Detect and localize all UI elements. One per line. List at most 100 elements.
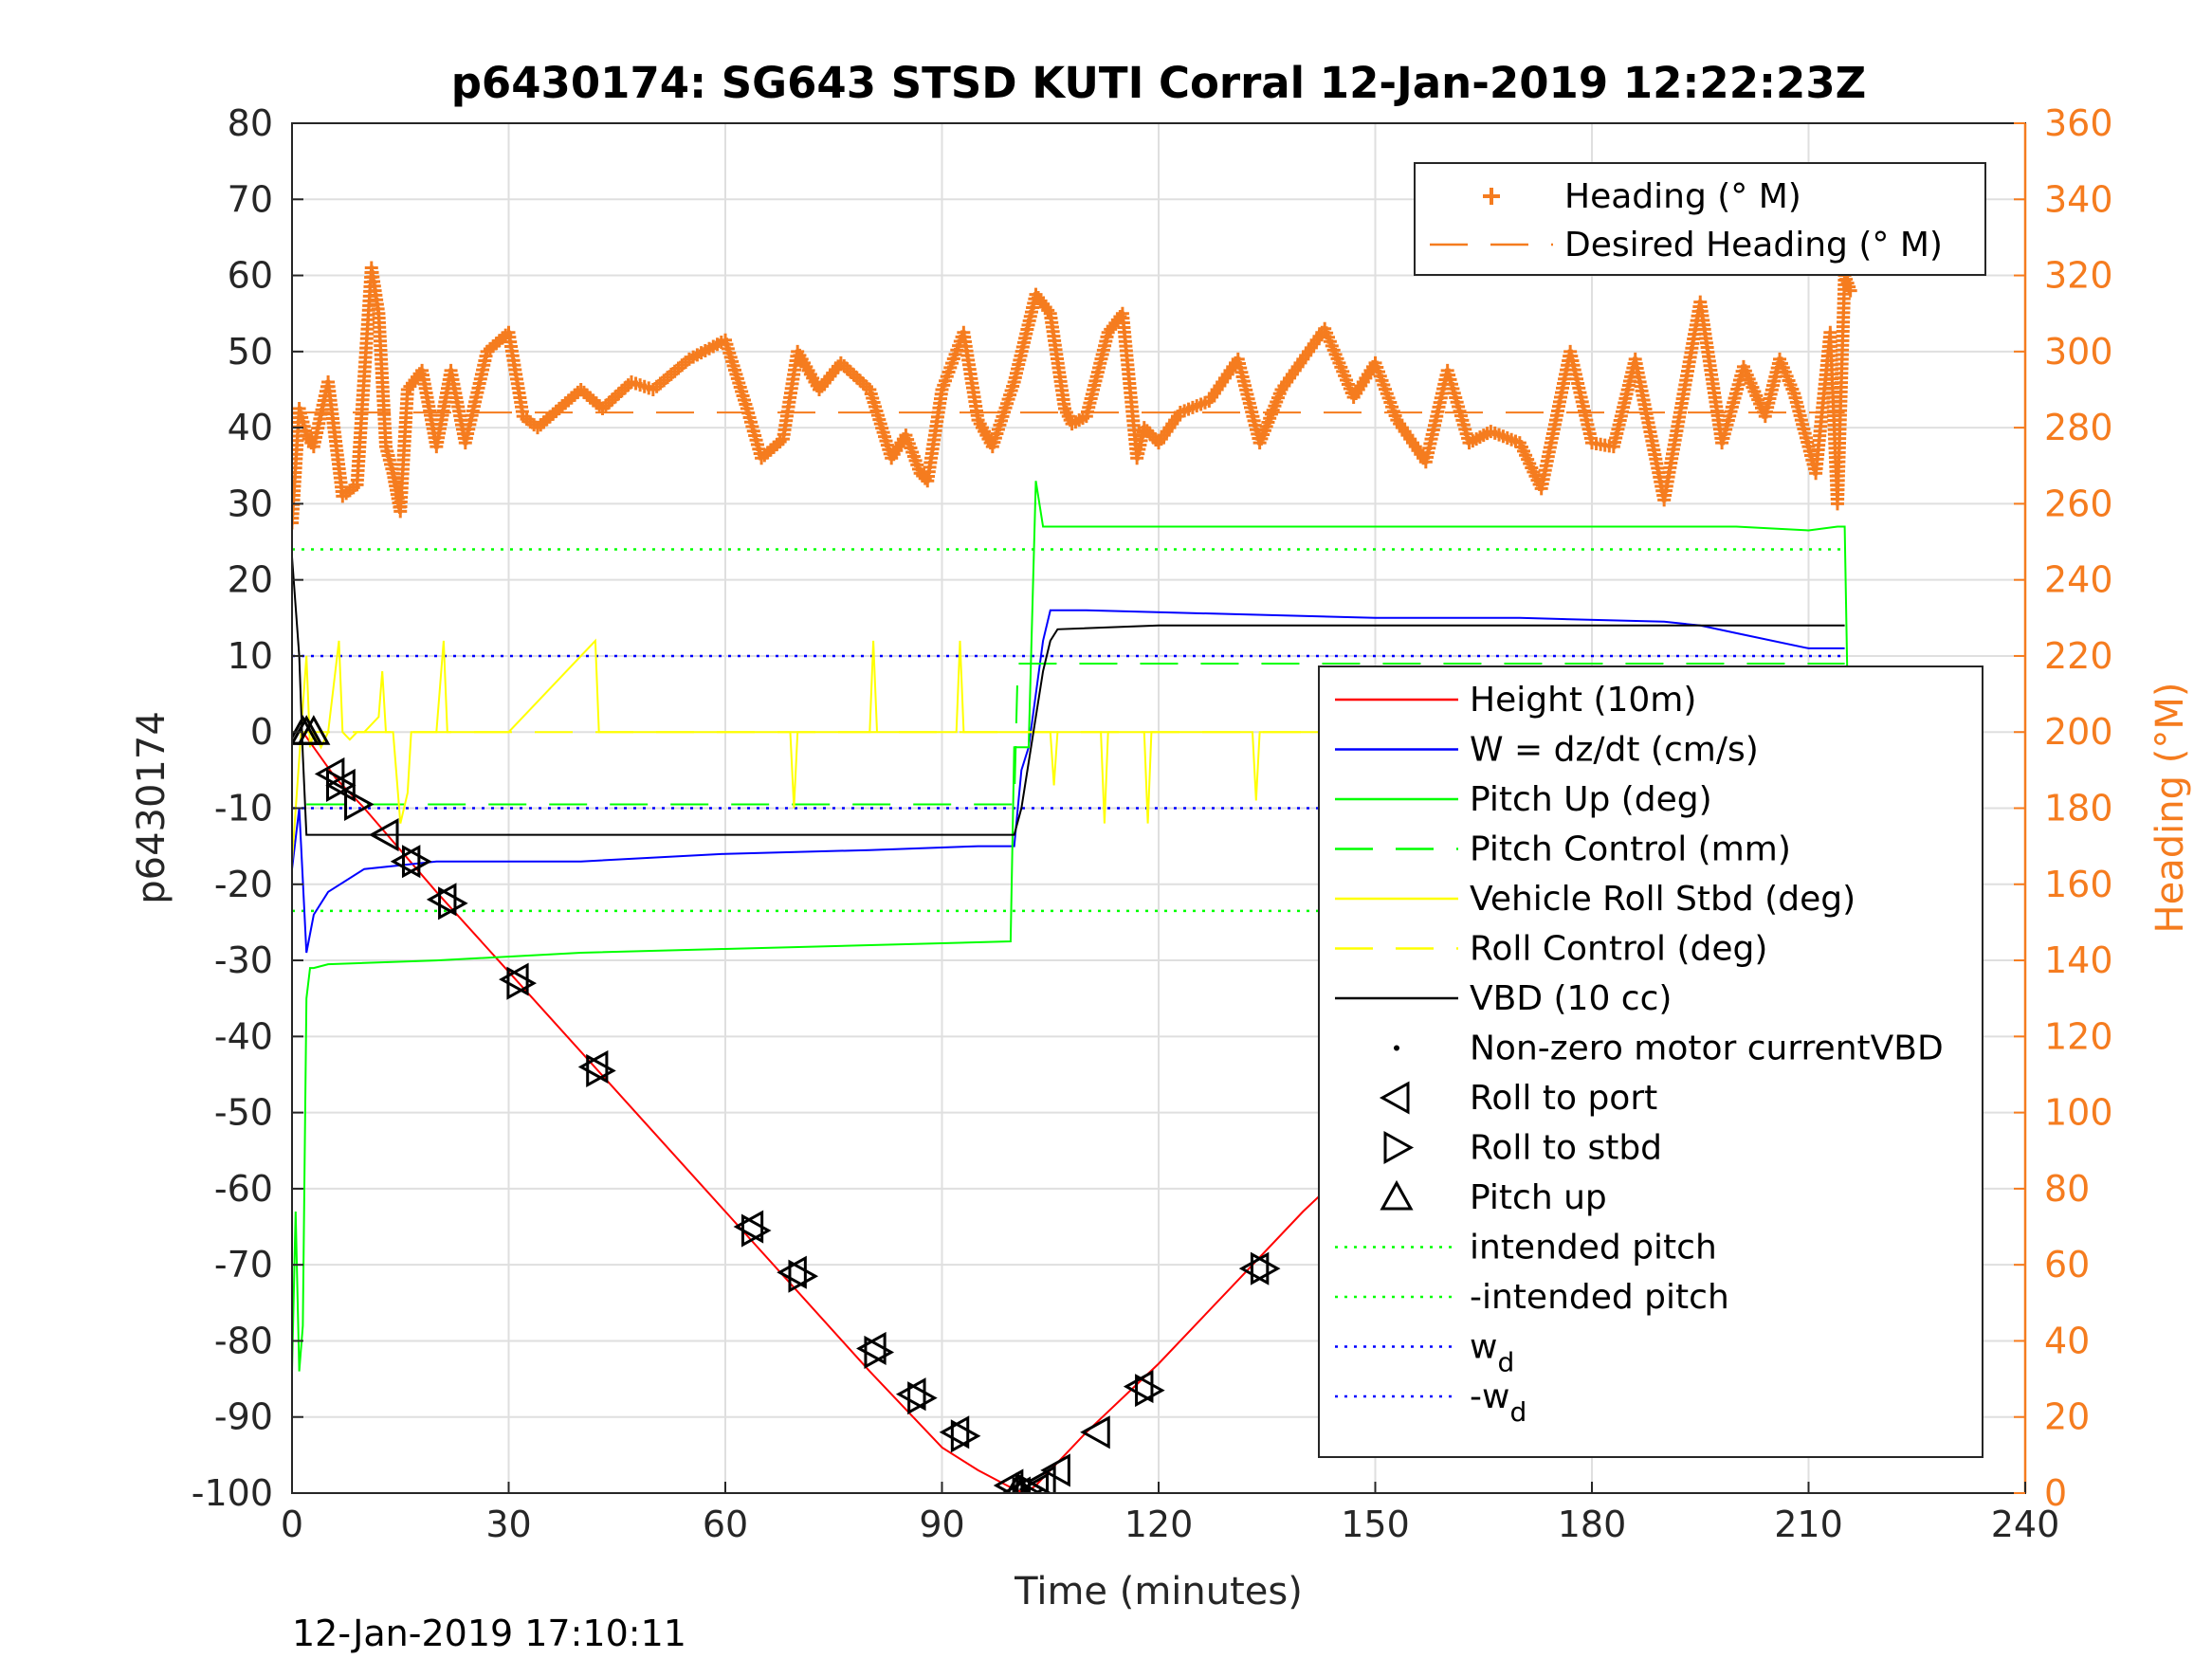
y-right-tick-label: 360 (2044, 102, 2113, 144)
y-right-tick-label: 300 (2044, 331, 2113, 373)
marker-left (895, 1377, 926, 1412)
series-pitch-up-deg (292, 481, 1850, 1372)
y-right-tick-label: 100 (2044, 1092, 2113, 1134)
marker-up (297, 715, 331, 745)
series-heading-markers (292, 261, 1857, 530)
legend-upper: Heading (° M) Desired Heading (° M) (1414, 162, 1986, 276)
legend-label: -wd (1470, 1377, 1526, 1428)
y-tick-label: 80 (228, 102, 273, 144)
y-tick-label: 70 (228, 178, 273, 220)
series-layer (292, 261, 1857, 1493)
y-right-tick-label: 160 (2044, 864, 2113, 905)
x-tick-label: 210 (1774, 1504, 1843, 1545)
y-right-tick-label: 220 (2044, 635, 2113, 677)
marker-left (1018, 1472, 1050, 1493)
legend-label: Pitch up (1470, 1178, 1607, 1217)
x-tick-label: 90 (919, 1504, 964, 1545)
legend-swatch (1394, 1045, 1399, 1051)
legend-label: Non-zero motor currentVBD (1470, 1030, 1944, 1068)
x-tick-label: 60 (703, 1504, 748, 1545)
x-tick-label: 0 (281, 1504, 303, 1545)
marker-left (939, 1415, 970, 1449)
y-tick-label: 0 (250, 711, 273, 753)
marker-left (1123, 1370, 1154, 1404)
y-tick-label: 10 (228, 635, 273, 677)
legend-label: Heading (° M) (1564, 177, 1801, 216)
x-axis-label: Time (minutes) (1014, 1570, 1303, 1613)
legend-label: intended pitch (1470, 1229, 1717, 1267)
y-tick-label: -50 (214, 1092, 273, 1134)
y-right-tick-label: 260 (2044, 483, 2113, 524)
marker-right (401, 845, 432, 879)
heading-point (1843, 283, 1857, 298)
series-w-dz-dt-cm-s (292, 609, 1845, 954)
chart-title: p6430174: SG643 STSD KUTI Corral 12-Jan-… (451, 58, 1867, 108)
legend-label: Roll to port (1470, 1079, 1657, 1118)
y-tick-label: -30 (214, 939, 273, 981)
marker-left (1238, 1251, 1270, 1285)
legend-label: VBD (10 cc) (1470, 979, 1672, 1018)
series-vbd-10-cc (292, 556, 1845, 836)
y-tick-label: 50 (228, 331, 273, 373)
marker-left (368, 818, 399, 852)
marker-right (1015, 1472, 1046, 1493)
x-tick-label: 180 (1558, 1504, 1627, 1545)
y-right-tick-label: 40 (2044, 1320, 2090, 1361)
legend-label: Roll to stbd (1470, 1129, 1662, 1168)
marker-right (907, 1381, 938, 1415)
y-right-tick-label: 180 (2044, 788, 2113, 830)
marker-right (506, 966, 538, 1000)
y-right-tick-label: 320 (2044, 255, 2113, 297)
legend-label: Height (10m) (1470, 681, 1696, 720)
marker-right (740, 1213, 772, 1248)
y-right-tick-label: 20 (2044, 1396, 2090, 1438)
marker-left (1040, 1453, 1070, 1487)
marker-left (314, 757, 345, 791)
x-tick-label: 150 (1341, 1504, 1410, 1545)
legend-label: Desired Heading (° M) (1564, 226, 1943, 264)
marker-left (426, 883, 457, 917)
marker-right (326, 768, 356, 802)
marker-left (1080, 1415, 1110, 1449)
marker-right (438, 886, 468, 921)
x-tick-label: 240 (1991, 1504, 2060, 1545)
footer-timestamp: 12-Jan-2019 17:10:11 (292, 1613, 686, 1654)
y-tick-label: -20 (214, 864, 273, 905)
y-tick-label: -100 (192, 1472, 273, 1514)
y-tick-label: 60 (228, 255, 273, 297)
y-right-tick-label: 120 (2044, 1015, 2113, 1057)
marker-right (1250, 1251, 1281, 1285)
x-tick-label: 120 (1124, 1504, 1194, 1545)
legend-label: Pitch Up (deg) (1470, 780, 1712, 819)
y-tick-label: -40 (214, 1015, 273, 1057)
marker-right (950, 1419, 981, 1453)
marker-right (586, 1053, 616, 1088)
y-axis-label: p6430174 (130, 711, 174, 904)
y-tick-label: -60 (214, 1168, 273, 1210)
marker-right (344, 787, 375, 822)
marker-up (1380, 1179, 1414, 1211)
y-tick-label: 30 (228, 483, 273, 524)
y-right-tick-label: 340 (2044, 178, 2113, 220)
y-tick-label: 40 (228, 407, 273, 448)
legend-label: Roll Control (deg) (1470, 930, 1767, 969)
y-tick-label: -70 (214, 1244, 273, 1285)
y-tick-label: -90 (214, 1396, 273, 1438)
marker-right (1383, 1130, 1415, 1165)
y-right-tick-label: 240 (2044, 559, 2113, 601)
legend-label: W = dz/dt (cm/s) (1470, 731, 1759, 770)
y-right-tick-label: 0 (2044, 1472, 2067, 1514)
ticks: 0 30 60 90 120 150 180 210 24080706050403020100-… (192, 102, 2113, 1545)
y-right-tick-label: 80 (2044, 1168, 2090, 1210)
legend-label: Pitch Control (mm) (1470, 830, 1791, 869)
legend-label: wd (1470, 1328, 1514, 1378)
legend-swatch (1483, 188, 1500, 205)
marker-right (788, 1259, 819, 1293)
x-tick-label: 30 (485, 1504, 531, 1545)
marker-left (1379, 1081, 1410, 1115)
marker-left (390, 845, 421, 879)
y-tick-label: -80 (214, 1320, 273, 1361)
marker-right (1135, 1374, 1165, 1408)
marker-right (864, 1335, 895, 1370)
